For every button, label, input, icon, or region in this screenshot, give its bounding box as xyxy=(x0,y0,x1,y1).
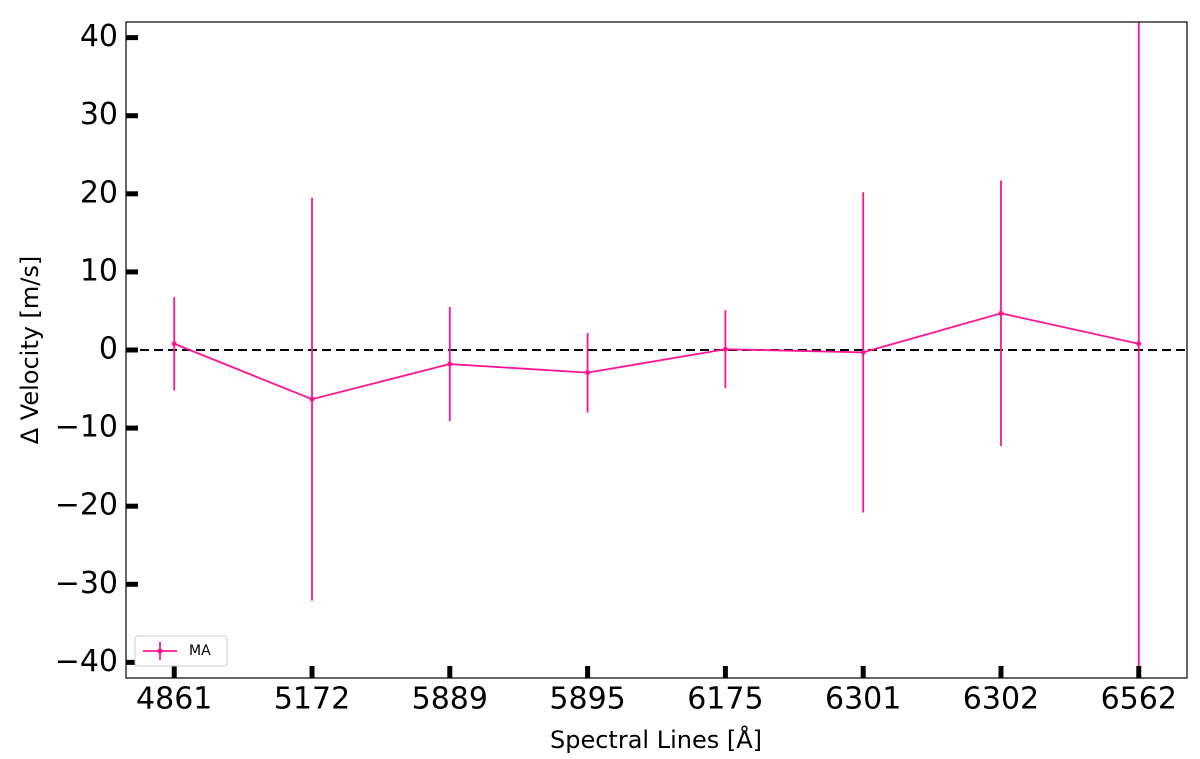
point xyxy=(860,349,866,355)
x-tick-label: 4861 xyxy=(136,682,212,717)
y-tick-label: 10 xyxy=(80,253,118,288)
point xyxy=(585,370,591,376)
x-tick-label: 6302 xyxy=(963,682,1039,717)
point xyxy=(1136,341,1142,347)
x-axis-label: Spectral Lines [Å] xyxy=(550,725,762,754)
x-tick-label: 6301 xyxy=(825,682,901,717)
y-tick-label: −40 xyxy=(55,644,118,679)
y-tick-label: 30 xyxy=(80,97,118,132)
point xyxy=(447,361,453,367)
y-tick-label: 20 xyxy=(80,175,118,210)
x-tick-label: 5172 xyxy=(274,682,350,717)
y-tick-label: −30 xyxy=(55,566,118,601)
y-tick-label: 0 xyxy=(99,332,118,367)
y-tick-label: −10 xyxy=(55,410,118,445)
x-tick-label: 6562 xyxy=(1101,682,1177,717)
x-tick-label: 5889 xyxy=(412,682,488,717)
legend-box xyxy=(134,635,228,667)
y-tick-label: −20 xyxy=(55,488,118,523)
x-tick-label: 6175 xyxy=(687,682,763,717)
point xyxy=(309,396,315,402)
x-tick-label: 5895 xyxy=(549,682,625,717)
y-axis-label: Δ Velocity [m/s] xyxy=(16,256,44,445)
plot-area xyxy=(126,22,1187,678)
legend-marker xyxy=(157,648,163,654)
point xyxy=(722,346,728,352)
legend-label: MA xyxy=(189,643,211,659)
series-line xyxy=(173,312,1139,401)
point xyxy=(998,310,1004,316)
y-tick-label: 40 xyxy=(80,19,118,54)
point xyxy=(171,341,177,347)
